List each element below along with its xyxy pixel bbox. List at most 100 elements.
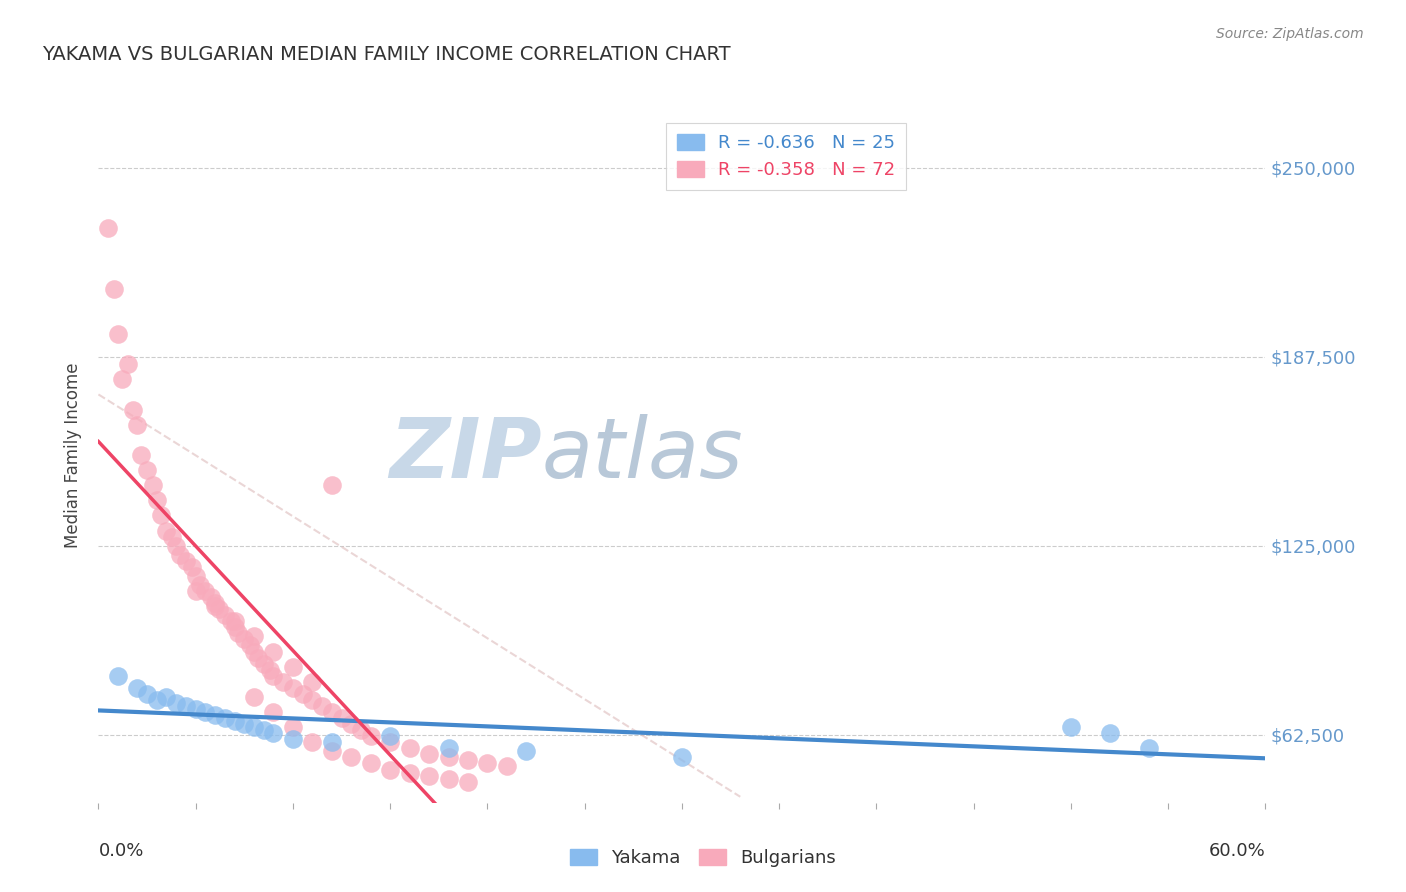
Point [321,735,343,749]
Point [496,759,519,773]
Point [380,729,402,743]
Point [142,478,165,492]
Point [281,732,304,747]
Point [228,626,250,640]
Point [194,584,217,599]
Point [271,674,294,689]
Point [457,774,479,789]
Point [1098,726,1121,740]
Point [129,448,152,462]
Point [136,463,159,477]
Point [107,669,129,683]
Point [184,702,207,716]
Point [259,663,281,677]
Point [380,763,402,777]
Point [233,717,256,731]
Point [301,674,323,689]
Point [127,681,149,695]
Point [262,669,284,683]
Point [360,729,382,743]
Point [437,741,460,756]
Point [1060,720,1083,734]
Point [122,402,145,417]
Point [146,493,169,508]
Point [184,584,207,599]
Point [477,756,499,771]
Point [188,578,211,592]
Point [360,756,382,771]
Point [169,548,191,562]
Point [671,750,693,764]
Text: atlas: atlas [541,415,744,495]
Legend: Yakama, Bulgarians: Yakama, Bulgarians [562,841,844,874]
Point [281,720,304,734]
Point [204,708,226,723]
Point [398,765,420,780]
Point [174,698,197,713]
Point [214,608,236,623]
Point [149,508,172,523]
Text: 60.0%: 60.0% [1209,842,1265,860]
Text: Source: ZipAtlas.com: Source: ZipAtlas.com [1216,27,1364,41]
Point [204,599,226,614]
Point [214,711,236,725]
Point [162,530,184,544]
Point [1137,741,1160,756]
Point [340,717,363,731]
Point [262,705,284,719]
Point [262,644,284,658]
Point [340,750,363,764]
Point [180,559,202,574]
Point [103,281,125,295]
Text: YAKAMA VS BULGARIAN MEDIAN FAMILY INCOME CORRELATION CHART: YAKAMA VS BULGARIAN MEDIAN FAMILY INCOME… [42,45,731,63]
Point [246,650,269,665]
Point [437,750,460,764]
Point [350,723,373,738]
Point [155,524,177,538]
Point [224,615,246,629]
Point [515,744,537,758]
Point [204,596,226,610]
Point [262,726,284,740]
Point [253,723,276,738]
Point [398,741,420,756]
Point [281,681,304,695]
Point [174,554,197,568]
Point [127,417,149,432]
Point [253,657,276,671]
Point [457,754,479,768]
Point [155,690,177,704]
Point [243,690,266,704]
Point [321,478,343,492]
Point [418,768,440,782]
Point [165,539,187,553]
Point [97,221,120,235]
Point [208,602,231,616]
Point [194,705,217,719]
Point [243,644,266,658]
Point [281,659,304,673]
Point [200,590,222,604]
Point [311,698,333,713]
Point [136,687,159,701]
Point [233,632,256,647]
Point [437,772,460,786]
Point [243,629,266,643]
Y-axis label: Median Family Income: Median Family Income [65,362,83,548]
Point [239,639,262,653]
Point [184,569,207,583]
Point [165,696,187,710]
Point [111,372,134,386]
Point [418,747,440,762]
Point [330,711,353,725]
Point [321,705,343,719]
Point [301,693,323,707]
Point [243,720,266,734]
Point [146,693,169,707]
Point [219,615,242,629]
Point [291,687,314,701]
Point [380,735,402,749]
Point [224,714,246,728]
Point [107,326,129,341]
Point [321,744,343,758]
